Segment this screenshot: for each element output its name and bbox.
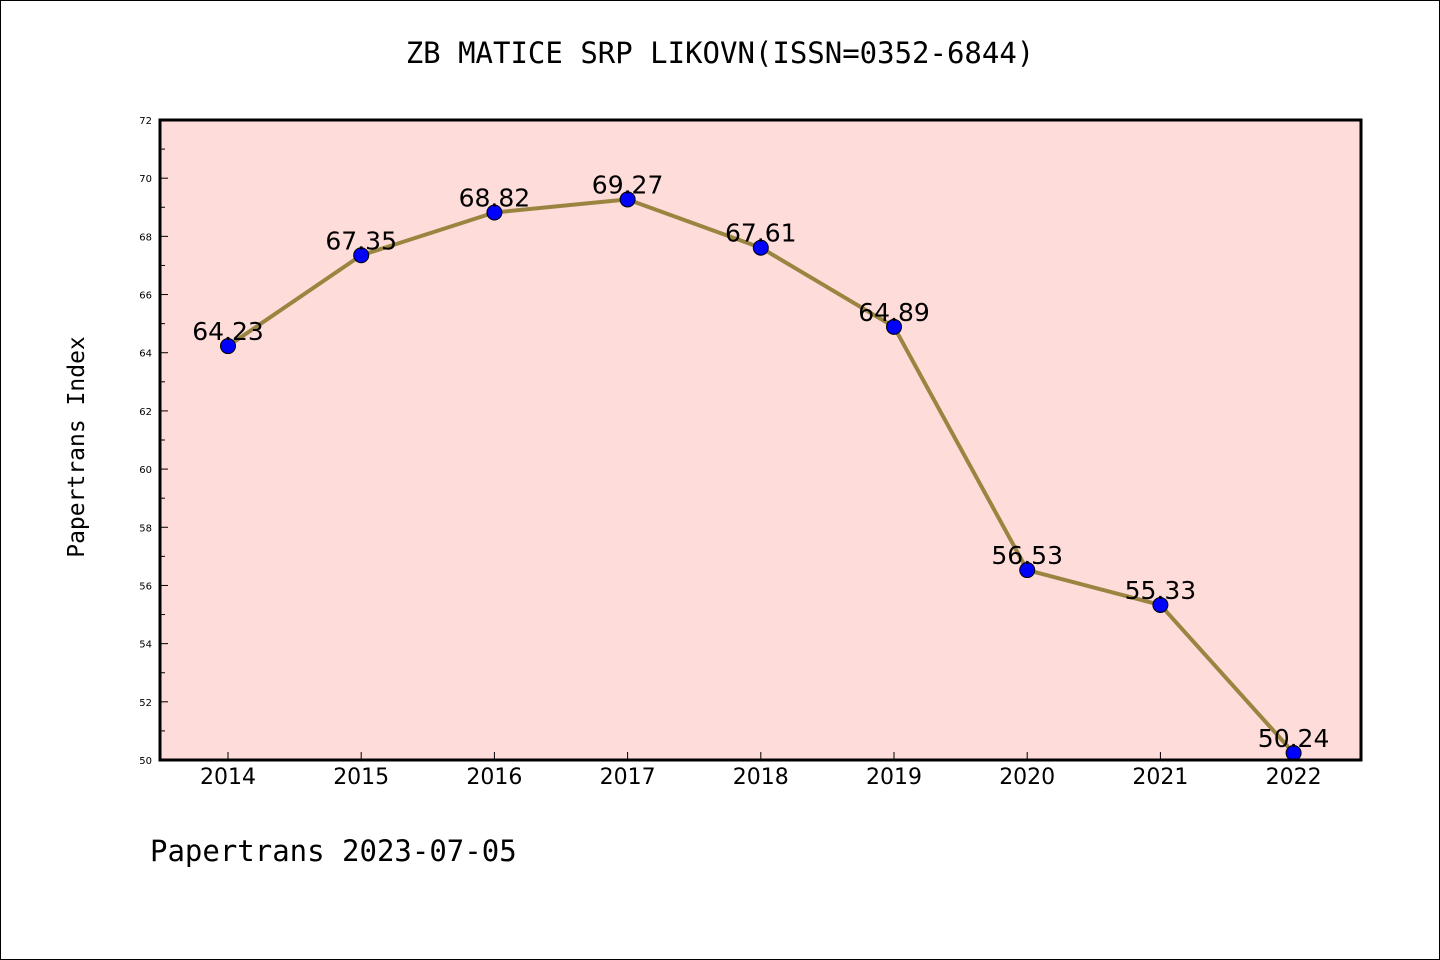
- y-tick-label: 52: [139, 698, 152, 709]
- x-tick-label: 2014: [200, 765, 256, 790]
- series-markers: [220, 191, 1302, 762]
- data-label: 67.35: [325, 226, 397, 255]
- x-tick-label: 2015: [333, 765, 389, 790]
- data-point: [1152, 596, 1169, 613]
- data-labels: 64.23 67.35 68.82 69.27 67.61 64.89 56.53 55.33…: [192, 170, 1329, 753]
- data-label: 68.82: [459, 184, 531, 213]
- data-point: [1019, 562, 1036, 579]
- data-label: 69.27: [592, 170, 664, 199]
- y-tick-label: 72: [139, 116, 152, 127]
- data-label: 67.61: [725, 219, 797, 248]
- data-point: [353, 247, 370, 264]
- y-tick-label: 54: [139, 640, 152, 651]
- x-tick-label: 2022: [1266, 765, 1322, 790]
- footer-text: Papertrans 2023-07-05: [150, 834, 517, 868]
- y-tick-label: 70: [139, 174, 152, 185]
- x-tick-label: 2018: [733, 765, 789, 790]
- y-axis: 50 52 54 56 58 60 62 64 66 68 70 72: [139, 116, 168, 767]
- data-point: [486, 204, 503, 221]
- chart-title: ZB MATICE SRP LIKOVN(ISSN=0352-6844): [405, 36, 1035, 70]
- x-tick-label: 2016: [466, 765, 522, 790]
- x-tick-label: 2019: [866, 765, 922, 790]
- plot-border: [158, 118, 1363, 762]
- data-point: [886, 318, 902, 335]
- data-label: 64.89: [858, 298, 930, 327]
- y-tick-label: 58: [139, 523, 152, 534]
- data-point: [619, 191, 636, 208]
- data-label: 56.53: [991, 541, 1063, 570]
- x-tick-label: 2020: [999, 765, 1055, 790]
- x-tick-label: 2017: [600, 765, 656, 790]
- data-point: [220, 338, 236, 355]
- data-point: [752, 239, 769, 256]
- data-label: 50.24: [1258, 724, 1330, 753]
- y-tick-label: 62: [139, 407, 152, 418]
- y-tick-label: 50: [139, 756, 152, 767]
- plot-area: [160, 120, 1361, 760]
- y-tick-label: 60: [139, 465, 152, 476]
- data-label: 55.33: [1125, 576, 1197, 605]
- data-label: 64.23: [192, 317, 264, 346]
- y-tick-label: 68: [139, 232, 152, 243]
- x-tick-label: 2021: [1132, 765, 1188, 790]
- y-tick-label: 66: [139, 291, 152, 302]
- y-tick-label: 56: [139, 581, 152, 592]
- y-tick-label: 64: [139, 349, 152, 360]
- x-axis: 2014 2015 2016 2017 2018 2019 2020 2021 2022: [200, 752, 1322, 790]
